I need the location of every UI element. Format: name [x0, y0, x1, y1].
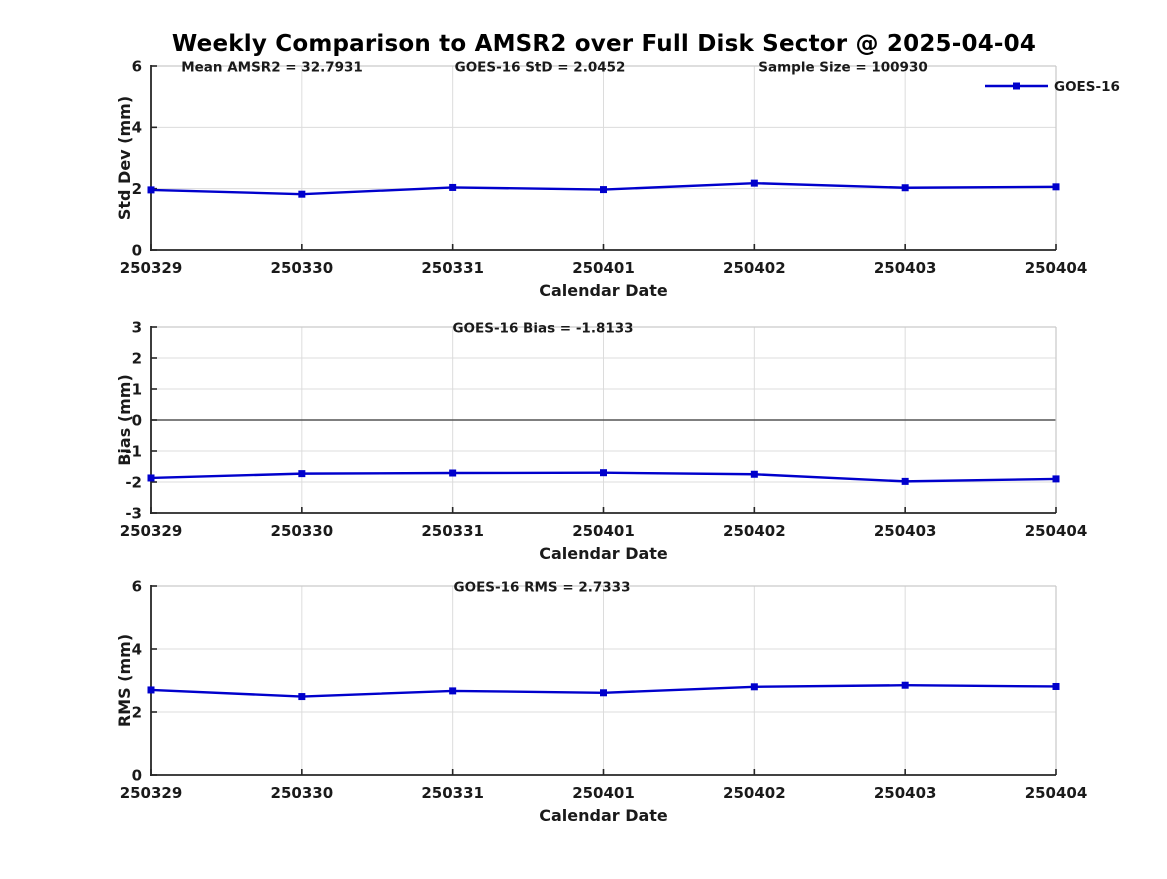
x-tick-label: 250331	[421, 784, 484, 802]
x-tick-label: 250401	[572, 522, 635, 540]
subplot-std_dev: 0 2 4 6 250329 250330 250331 250401 250402 250403…	[115, 57, 1120, 300]
x-tick-label: 250329	[120, 784, 183, 802]
x-axis-label: Calendar Date	[539, 544, 668, 563]
y-tick-label: 6	[132, 577, 142, 595]
x-tick-label: 250330	[271, 259, 334, 277]
data-point-marker	[901, 681, 909, 689]
y-tick-label: 1	[132, 380, 142, 398]
x-tick-label: 250330	[271, 784, 334, 802]
y-tick-label: 2	[132, 703, 142, 721]
data-point-marker	[600, 689, 607, 697]
y-tick-label: 0	[132, 411, 142, 429]
x-tick-label: 250404	[1025, 522, 1088, 540]
data-point-marker	[750, 470, 758, 478]
annotation-text: Sample Size = 100930	[758, 60, 927, 76]
x-tick-label: 250402	[723, 522, 786, 540]
legend-label: GOES-16	[1054, 79, 1120, 95]
legend-marker	[1013, 82, 1020, 90]
data-point-marker	[298, 470, 306, 478]
x-tick-label: 250403	[874, 522, 937, 540]
y-tick-label: 6	[132, 57, 142, 75]
data-point-marker	[147, 474, 155, 482]
data-point-marker	[449, 687, 457, 695]
data-point-marker	[298, 693, 306, 701]
y-tick-label: 2	[132, 349, 142, 367]
x-tick-label: 250401	[572, 784, 635, 802]
legend: GOES-16	[985, 79, 1120, 95]
data-point-marker	[147, 686, 155, 694]
x-tick-label: 250404	[1025, 259, 1088, 277]
x-tick-label: 250403	[874, 259, 937, 277]
x-axis-label: Calendar Date	[539, 281, 668, 300]
data-point-marker	[600, 469, 607, 477]
x-tick-label: 250404	[1025, 784, 1088, 802]
figure-title: Weekly Comparison to AMSR2 over Full Dis…	[171, 31, 1037, 57]
annotation-text: GOES-16 Bias = -1.8133	[452, 321, 633, 337]
data-point-marker	[901, 477, 909, 485]
x-tick-label: 250331	[421, 259, 484, 277]
x-tick-label: 250329	[120, 259, 183, 277]
data-point-marker	[600, 186, 607, 194]
data-point-marker	[1052, 183, 1060, 191]
data-point-marker	[298, 190, 306, 198]
y-axis-label: Bias (mm)	[115, 374, 134, 466]
data-point-marker	[1052, 475, 1060, 483]
data-point-marker	[1052, 682, 1060, 690]
y-tick-label: 2	[132, 180, 142, 198]
y-axis-label: Std Dev (mm)	[115, 96, 134, 220]
data-point-marker	[750, 683, 758, 691]
annotation-text: Mean AMSR2 = 32.7931	[181, 60, 363, 76]
annotation-text: GOES-16 RMS = 2.7333	[454, 580, 631, 596]
annotation-text: GOES-16 StD = 2.0452	[455, 60, 626, 76]
y-tick-label: -1	[125, 442, 142, 460]
y-tick-label: -3	[125, 504, 142, 522]
x-tick-label: 250402	[723, 784, 786, 802]
data-point-marker	[449, 469, 457, 477]
data-point-marker	[901, 184, 909, 192]
y-tick-label: 4	[132, 640, 142, 658]
subplot-rms: 0 2 4 6 250329 250330 250331 250401 250402 250403…	[115, 577, 1087, 825]
y-tick-label: 0	[132, 766, 142, 784]
x-tick-label: 250330	[271, 522, 334, 540]
x-tick-label: 250401	[572, 259, 635, 277]
x-tick-label: 250403	[874, 784, 937, 802]
x-tick-label: 250329	[120, 522, 183, 540]
y-tick-label: -2	[125, 473, 142, 491]
x-tick-label: 250402	[723, 259, 786, 277]
y-tick-label: 0	[132, 241, 142, 259]
y-axis-label: RMS (mm)	[115, 634, 134, 727]
y-tick-label: 3	[132, 318, 142, 336]
data-point-marker	[750, 179, 758, 187]
y-tick-label: 4	[132, 119, 142, 137]
subplot-bias: -3 -2 -1 0 1 2 3 250329 250330 250331 250401 250402…	[115, 318, 1087, 563]
x-tick-label: 250331	[421, 522, 484, 540]
x-axis-label: Calendar Date	[539, 806, 668, 825]
data-point-marker	[147, 186, 155, 194]
data-point-marker	[449, 183, 457, 191]
